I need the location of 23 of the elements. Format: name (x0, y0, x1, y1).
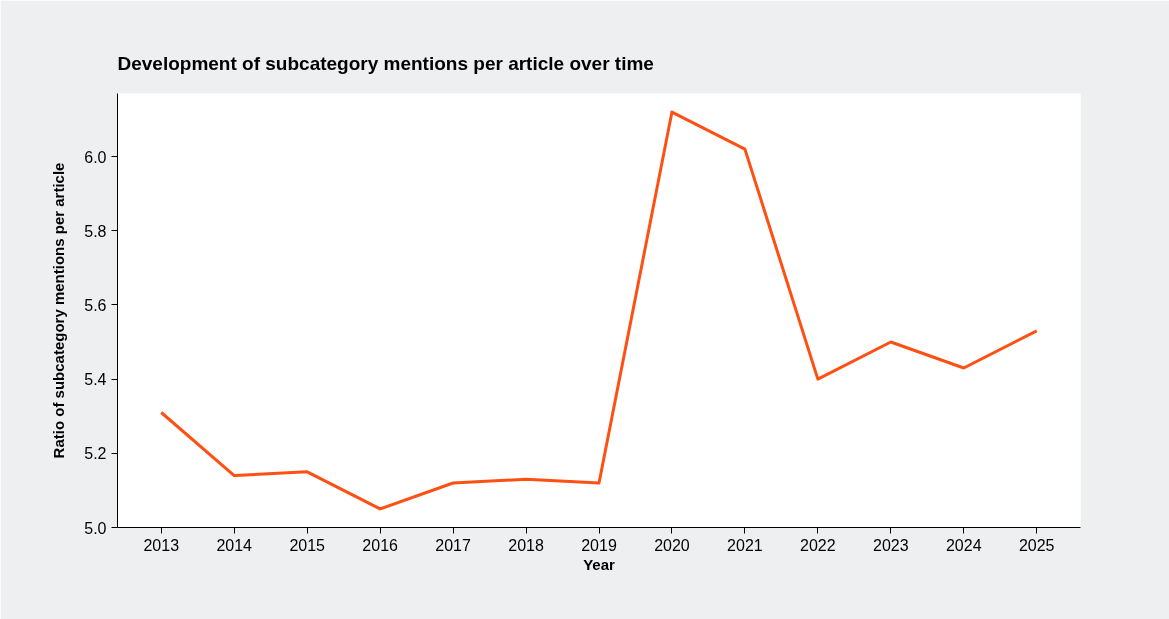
x-tick-label: 2022 (800, 536, 836, 554)
x-tick-label: 2021 (727, 536, 763, 554)
x-tick-label: 2016 (362, 536, 399, 554)
y-tick-label: 5.8 (84, 222, 107, 240)
x-tick-label: 2020 (654, 536, 690, 554)
x-tick-label: 2019 (581, 536, 617, 554)
x-tick-label: 2018 (508, 536, 544, 554)
x-tick-label: 2023 (873, 536, 909, 554)
y-axis-title: Ratio of subcategory mentions per article (50, 162, 68, 459)
x-tick-label: 2014 (216, 536, 253, 554)
x-tick-label: 2025 (1018, 536, 1055, 554)
y-tick-label: 5.2 (84, 445, 107, 463)
y-tick-label: 5.6 (84, 296, 107, 314)
chart-title: Development of subcategory mentions per article over time (117, 52, 654, 74)
y-tick-label: 5.0 (84, 519, 107, 537)
x-tick-label: 2013 (143, 536, 180, 554)
line-series (159, 110, 1039, 511)
x-axis-title: Year (583, 555, 616, 573)
x-tick-label: 2015 (289, 536, 326, 554)
y-tick-label: 6.0 (84, 148, 107, 166)
y-tick-label: 5.4 (84, 371, 107, 389)
x-tick-label: 2024 (945, 536, 982, 554)
x-tick-label: 2017 (435, 536, 471, 554)
